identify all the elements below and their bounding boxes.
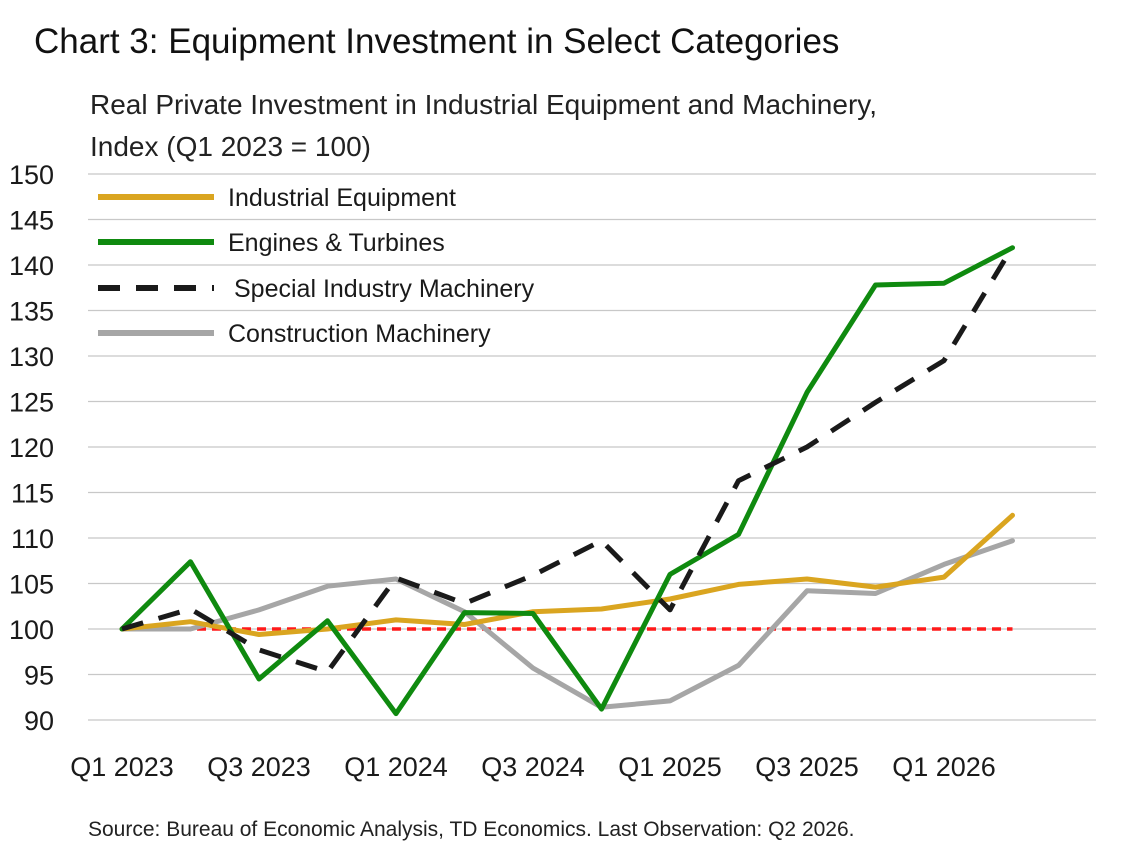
legend-label: Construction Machinery: [228, 320, 491, 348]
y-tick-label: 125: [9, 388, 54, 418]
x-axis-tick-labels: Q1 2023 Q3 2023 Q1 2024 Q3 2024 Q1 2025 Q3 20…: [70, 752, 996, 782]
legend-label: Industrial Equipment: [228, 184, 456, 212]
series-lines: [119, 245, 1015, 717]
series-line-engines-turbines: [119, 245, 1015, 717]
x-tick-label: Q1 2024: [344, 752, 448, 782]
y-tick-label: 110: [11, 524, 54, 554]
subtitle-line-2: Index (Q1 2023 = 100): [90, 131, 371, 162]
series-line-special-industry-machinery: [121, 245, 1015, 675]
x-tick-label: Q1 2023: [70, 752, 174, 782]
series-line-construction-machinery: [119, 538, 1015, 710]
source-note: Source: Bureau of Economic Analysis, TD …: [88, 818, 855, 841]
y-tick-label: 140: [9, 251, 54, 281]
y-tick-label: 90: [24, 706, 54, 736]
y-tick-label: 115: [11, 479, 54, 509]
y-tick-label: 105: [9, 570, 54, 600]
x-tick-label: Q1 2025: [618, 752, 722, 782]
y-tick-label: 135: [9, 297, 54, 327]
x-tick-label: Q3 2025: [755, 752, 859, 782]
y-tick-label: 95: [24, 661, 54, 691]
legend-label: Engines & Turbines: [228, 229, 445, 257]
chart-title: Chart 3: Equipment Investment in Select …: [34, 22, 840, 61]
y-tick-label: 130: [9, 342, 54, 372]
y-tick-label: 150: [9, 160, 54, 190]
x-tick-label: Q3 2023: [207, 752, 311, 782]
y-tick-label: 120: [9, 433, 54, 463]
series-line-industrial-equipment: [119, 512, 1015, 637]
y-axis-tick-labels: 90 95 100 105 110 115 120 125 130 135 140 145 150: [9, 160, 54, 736]
y-tick-label: 145: [9, 206, 54, 236]
subtitle-line-1: Real Private Investment in Industrial Eq…: [90, 89, 877, 120]
chart-subtitle: Real Private Investment in Industrial Eq…: [90, 84, 877, 168]
x-tick-label: Q1 2026: [892, 752, 996, 782]
y-tick-label: 100: [9, 615, 54, 645]
legend: Industrial Equipment Engines & Turbines Sp…: [98, 184, 535, 348]
x-tick-label: Q3 2024: [481, 752, 585, 782]
legend-label: Special Industry Machinery: [234, 275, 535, 303]
